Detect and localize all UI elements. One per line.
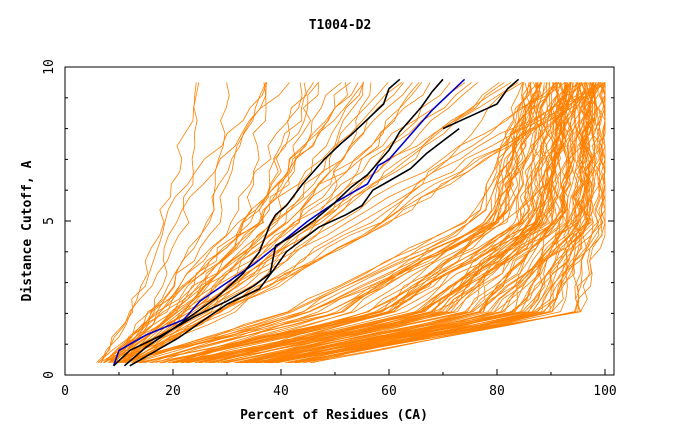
model-curve-135 — [133, 82, 532, 364]
x-tick-label-5: 100 — [593, 384, 616, 399]
highlight-curve-2 — [129, 127, 460, 367]
axes: 0 20 40 60 80 100 0 5 10 — [42, 59, 617, 399]
chart-title: T1004-D2 — [309, 18, 372, 33]
model-curve-96 — [236, 82, 587, 364]
y-axis-label: Distance Cutoff, A — [20, 160, 35, 301]
model-curve-138 — [118, 82, 542, 364]
model-curve-126 — [171, 82, 556, 364]
model-curve-132 — [264, 82, 585, 364]
model-curve-140 — [303, 82, 606, 364]
y-tick-label-0: 0 — [42, 371, 57, 379]
model-curve-44 — [104, 82, 365, 364]
model-curve-145 — [150, 82, 548, 364]
model-curve-20 — [120, 82, 466, 364]
model-curve-102 — [119, 82, 539, 364]
model-curve-141 — [227, 82, 582, 364]
model-curve-2 — [110, 82, 351, 364]
model-curve-33 — [103, 82, 359, 364]
model-curve-32 — [113, 82, 431, 364]
model-curve-40 — [112, 82, 403, 364]
model-curve-137 — [244, 82, 592, 364]
y-tick-label-2: 10 — [42, 59, 57, 75]
model-curve-15 — [103, 82, 303, 363]
model-curve-18 — [115, 82, 413, 364]
x-tick-label-1: 20 — [165, 384, 181, 399]
model-curve-5 — [108, 82, 290, 364]
model-curve-36 — [99, 82, 307, 364]
highlight-curve-1 — [113, 78, 444, 367]
model-curve-21 — [103, 82, 230, 364]
model-curve-114 — [196, 82, 542, 364]
model-curve-130 — [234, 82, 572, 364]
model-curve-128 — [257, 82, 590, 364]
model-curve-7 — [123, 82, 505, 364]
x-tick-label-4: 80 — [489, 384, 505, 399]
x-axis-label: Percent of Residues (CA) — [240, 408, 428, 423]
model-curve-41 — [121, 82, 364, 363]
model-curve-22 — [116, 82, 314, 363]
model-curve-144 — [212, 82, 560, 364]
model-curve-26 — [119, 82, 319, 364]
model-curve-10 — [109, 82, 364, 364]
model-curve-121 — [140, 82, 533, 364]
model-curve-3 — [96, 82, 268, 363]
model-curve-149 — [256, 82, 597, 364]
model-curve-146 — [117, 82, 524, 364]
model-curves — [96, 82, 606, 364]
model-curve-118 — [134, 82, 542, 364]
model-curve-84 — [174, 82, 551, 364]
x-tick-label-3: 60 — [381, 384, 397, 399]
model-curve-39 — [116, 82, 389, 364]
y-tick-label-1: 5 — [42, 217, 57, 225]
x-tick-label-0: 0 — [61, 384, 69, 399]
model-curve-108 — [217, 82, 573, 364]
model-curve-107 — [139, 82, 545, 364]
model-curve-86 — [223, 82, 572, 364]
model-curve-37 — [103, 82, 267, 364]
model-curve-35 — [110, 82, 342, 364]
model-curve-117 — [285, 82, 603, 364]
highlight-curve-0 — [112, 78, 466, 367]
model-curve-6 — [117, 82, 472, 364]
model-curve-139 — [201, 82, 579, 364]
highlight-curve-4 — [123, 78, 401, 367]
model-curve-75 — [149, 82, 532, 364]
model-curve-104 — [168, 82, 555, 364]
model-curve-30 — [127, 82, 602, 364]
model-curve-106 — [125, 82, 530, 364]
model-curve-87 — [269, 82, 606, 364]
model-curve-14 — [100, 82, 198, 363]
model-curve-147 — [155, 82, 527, 364]
model-curve-25 — [103, 82, 267, 363]
highlight-curve-3 — [442, 78, 520, 130]
model-curve-148 — [246, 82, 569, 364]
model-curve-134 — [267, 82, 593, 364]
model-curve-142 — [181, 82, 539, 364]
model-curve-127 — [276, 82, 595, 364]
highlight-curves — [112, 78, 520, 367]
model-curve-8 — [127, 82, 586, 364]
model-curve-143 — [210, 82, 565, 364]
model-curve-120 — [277, 82, 590, 364]
model-curve-29 — [97, 82, 267, 363]
model-curve-80 — [237, 82, 571, 364]
x-tick-label-2: 40 — [273, 384, 289, 399]
model-curve-24 — [114, 82, 512, 364]
